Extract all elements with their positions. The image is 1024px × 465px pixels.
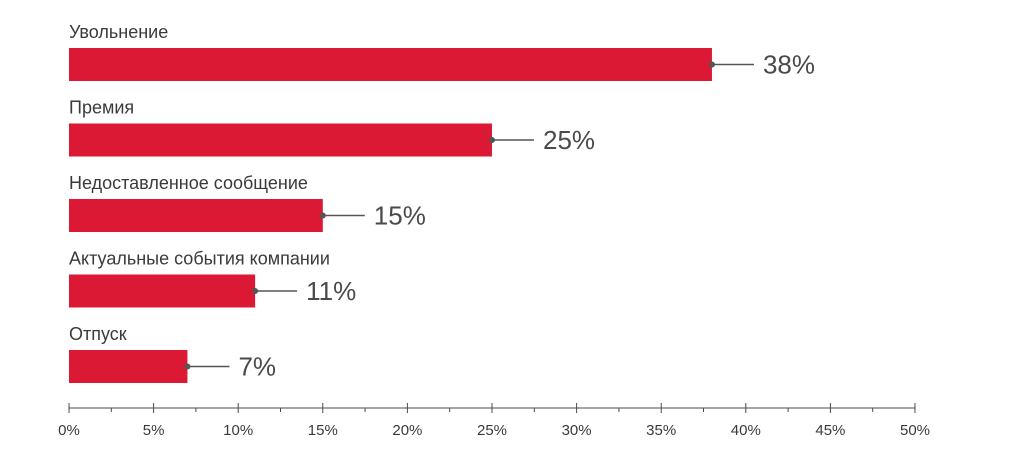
bar-group: Недоставленное сообщение 15% bbox=[69, 173, 426, 232]
x-tick-label: 25% bbox=[477, 422, 507, 439]
category-label: Недоставленное сообщение bbox=[69, 173, 308, 193]
bar-group: Увольнение 38% bbox=[69, 22, 815, 81]
bar bbox=[69, 199, 323, 232]
category-label: Увольнение bbox=[69, 22, 168, 42]
leader-dot bbox=[708, 61, 715, 68]
x-tick-label: 15% bbox=[308, 422, 338, 439]
bar-group: Актуальные события компании 11% bbox=[69, 249, 356, 308]
x-tick-label: 30% bbox=[562, 422, 592, 439]
leader-dot bbox=[184, 363, 191, 370]
leader-dot bbox=[489, 137, 495, 143]
x-tick-label: 5% bbox=[143, 422, 165, 439]
x-axis: 0% 5% 10% 15% 20% 25% 30% 35% 40% 45% 50% bbox=[58, 403, 930, 439]
value-label: 7% bbox=[238, 352, 276, 382]
bar bbox=[69, 123, 492, 157]
bar bbox=[69, 274, 256, 308]
bar bbox=[69, 350, 188, 383]
x-tick-label: 45% bbox=[815, 422, 845, 439]
leader-dot bbox=[319, 212, 326, 219]
category-label: Отпуск bbox=[69, 324, 127, 344]
x-tick-label: 35% bbox=[646, 422, 676, 439]
x-tick-label: 50% bbox=[900, 422, 930, 439]
bars-layer: Увольнение 38% Премия 25% Недоставленное соо… bbox=[69, 22, 815, 383]
value-label: 11% bbox=[306, 276, 356, 306]
leader-dot bbox=[252, 288, 259, 294]
category-label: Актуальные события компании bbox=[69, 249, 330, 269]
x-tick-label: 0% bbox=[58, 422, 80, 439]
x-tick-label: 40% bbox=[731, 422, 761, 439]
value-label: 15% bbox=[374, 201, 426, 231]
bar-group: Премия 25% bbox=[69, 98, 595, 157]
value-label: 25% bbox=[543, 125, 595, 155]
bar bbox=[69, 48, 712, 81]
x-tick-label: 10% bbox=[223, 422, 253, 439]
category-label: Премия bbox=[69, 98, 134, 118]
value-label: 38% bbox=[763, 50, 815, 80]
x-tick-label: 20% bbox=[392, 422, 422, 439]
bar-group: Отпуск 7% bbox=[69, 324, 276, 383]
